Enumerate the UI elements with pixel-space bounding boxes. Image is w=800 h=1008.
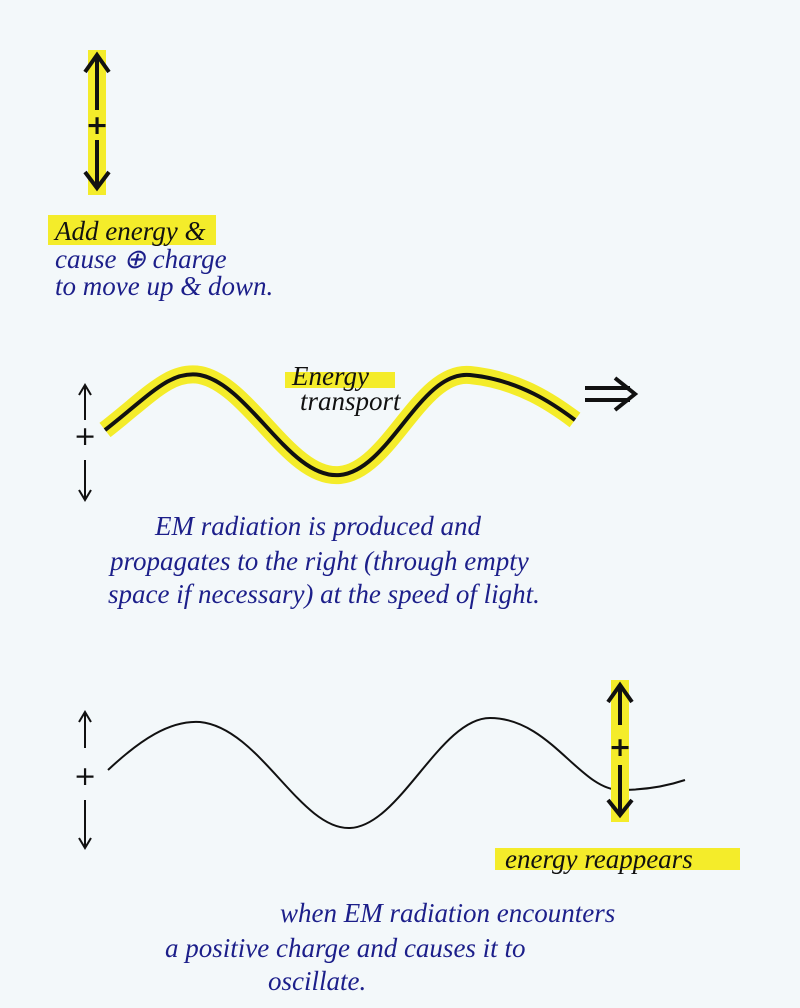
wave bbox=[107, 716, 686, 830]
text-line: propagates to the right (through empty bbox=[108, 546, 529, 576]
charge: + bbox=[86, 110, 109, 141]
text-line: Add energy & bbox=[53, 216, 205, 246]
charge-arrows bbox=[606, 681, 634, 819]
text-line: cause ⊕ charge bbox=[55, 244, 227, 274]
charge: + bbox=[74, 761, 97, 792]
text-line: space if necessary) at the speed of ligh… bbox=[108, 579, 540, 609]
text-line: oscillate. bbox=[268, 966, 366, 996]
charge: + bbox=[609, 732, 632, 763]
oscillation-arrows bbox=[78, 710, 92, 850]
text-line: a positive charge and causes it to bbox=[165, 933, 525, 963]
text-line: EM radiation is produced and bbox=[154, 511, 481, 541]
oscillation-arrows bbox=[78, 383, 92, 502]
charge-arrows bbox=[83, 51, 111, 192]
highlight bbox=[495, 848, 740, 870]
label: Energy bbox=[291, 361, 369, 391]
wave bbox=[103, 372, 577, 478]
direction-arrow bbox=[585, 376, 639, 412]
charge: + bbox=[74, 421, 97, 452]
highlight bbox=[48, 215, 216, 245]
highlight bbox=[88, 50, 106, 195]
text-line: to move up & down. bbox=[55, 271, 273, 301]
label: transport bbox=[300, 386, 402, 416]
text-line: when EM radiation encounters bbox=[280, 898, 615, 928]
label: energy reappears bbox=[505, 844, 693, 874]
highlight bbox=[285, 372, 395, 388]
highlight bbox=[611, 680, 629, 822]
